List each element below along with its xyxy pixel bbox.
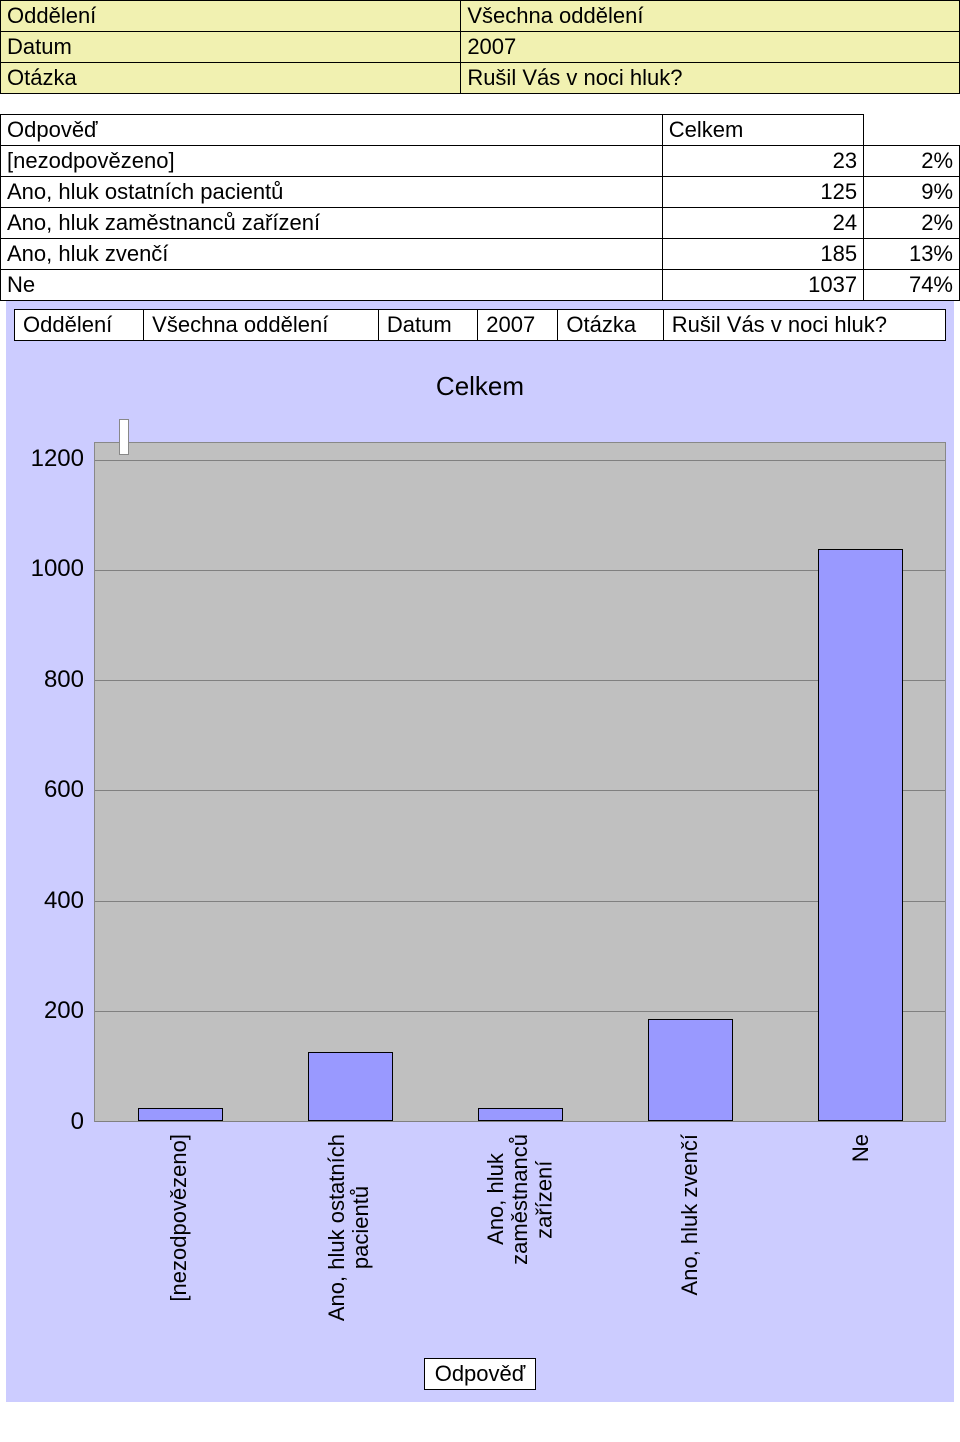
row-label: Ne bbox=[1, 270, 663, 301]
table-row: Ne 1037 74% bbox=[1, 270, 960, 301]
row-pct: 74% bbox=[864, 270, 960, 301]
table-row: [nezodpovězeno] 23 2% bbox=[1, 146, 960, 177]
meta-key: Oddělení bbox=[15, 310, 144, 341]
col-header: Odpověď bbox=[1, 115, 663, 146]
y-tick-label: 0 bbox=[71, 1108, 84, 1136]
row-label: [nezodpovězeno] bbox=[1, 146, 663, 177]
meta-val: Všechna oddělení bbox=[144, 310, 379, 341]
y-tick-label: 200 bbox=[44, 997, 84, 1025]
header-table: Oddělení Všechna oddělení Datum 2007 Otá… bbox=[0, 0, 960, 94]
meta-val: 2007 bbox=[478, 310, 558, 341]
header-label: Otázka bbox=[1, 63, 461, 94]
header-value: 2007 bbox=[461, 32, 960, 63]
x-label: Ano, hlukzaměstnancůzařízení bbox=[435, 1122, 605, 1352]
bar bbox=[648, 1019, 733, 1121]
header-value: Rušil Vás v noci hluk? bbox=[461, 63, 960, 94]
chart-title: Celkem bbox=[14, 371, 946, 402]
row-count: 125 bbox=[662, 177, 863, 208]
meta-key: Otázka bbox=[558, 310, 663, 341]
table-row: Ano, hluk zaměstnanců zařízení 24 2% bbox=[1, 208, 960, 239]
x-axis: [nezodpovězeno]Ano, hluk ostatníchpacien… bbox=[94, 1122, 946, 1352]
bar bbox=[478, 1108, 563, 1121]
y-tick-label: 600 bbox=[44, 776, 84, 804]
y-tick-label: 800 bbox=[44, 666, 84, 694]
row-count: 23 bbox=[662, 146, 863, 177]
x-axis-title-wrap: Odpověď bbox=[14, 1358, 946, 1390]
meta-key: Datum bbox=[378, 310, 477, 341]
header-label: Datum bbox=[1, 32, 461, 63]
legend-swatch bbox=[119, 419, 129, 455]
blank-cell bbox=[864, 115, 960, 146]
header-value: Všechna oddělení bbox=[461, 1, 960, 32]
y-tick-label: 1000 bbox=[31, 555, 84, 583]
row-pct: 13% bbox=[864, 239, 960, 270]
x-label: Ne bbox=[776, 1122, 946, 1352]
row-pct: 2% bbox=[864, 208, 960, 239]
grid-line bbox=[95, 460, 945, 461]
y-tick-label: 1200 bbox=[31, 445, 84, 473]
chart-panel: Oddělení Všechna oddělení Datum 2007 Otá… bbox=[6, 301, 954, 1402]
x-label: Ano, hluk zvenčí bbox=[605, 1122, 775, 1352]
x-label: [nezodpovězeno] bbox=[94, 1122, 264, 1352]
row-label: Ano, hluk zvenčí bbox=[1, 239, 663, 270]
x-label: Ano, hluk ostatníchpacientů bbox=[264, 1122, 434, 1352]
plot-area bbox=[94, 442, 946, 1122]
meta-val: Rušil Vás v noci hluk? bbox=[663, 310, 945, 341]
header-label: Oddělení bbox=[1, 1, 461, 32]
row-pct: 9% bbox=[864, 177, 960, 208]
bar bbox=[818, 549, 903, 1121]
row-label: Ano, hluk zaměstnanců zařízení bbox=[1, 208, 663, 239]
chart-meta: Oddělení Všechna oddělení Datum 2007 Otá… bbox=[14, 309, 946, 341]
data-table: Odpověď Celkem [nezodpovězeno] 23 2% Ano… bbox=[0, 114, 960, 301]
row-pct: 2% bbox=[864, 146, 960, 177]
bar bbox=[138, 1108, 223, 1121]
row-count: 24 bbox=[662, 208, 863, 239]
bar bbox=[308, 1052, 393, 1121]
table-row: Ano, hluk ostatních pacientů 125 9% bbox=[1, 177, 960, 208]
x-axis-title: Odpověď bbox=[424, 1358, 537, 1390]
table-row: Ano, hluk zvenčí 185 13% bbox=[1, 239, 960, 270]
row-label: Ano, hluk ostatních pacientů bbox=[1, 177, 663, 208]
col-header: Celkem bbox=[662, 115, 863, 146]
row-count: 1037 bbox=[662, 270, 863, 301]
plot-wrap: 020040060080010001200 bbox=[14, 442, 946, 1122]
grid-line bbox=[95, 1121, 945, 1122]
row-count: 185 bbox=[662, 239, 863, 270]
y-axis: 020040060080010001200 bbox=[14, 442, 94, 1122]
y-tick-label: 400 bbox=[44, 887, 84, 915]
